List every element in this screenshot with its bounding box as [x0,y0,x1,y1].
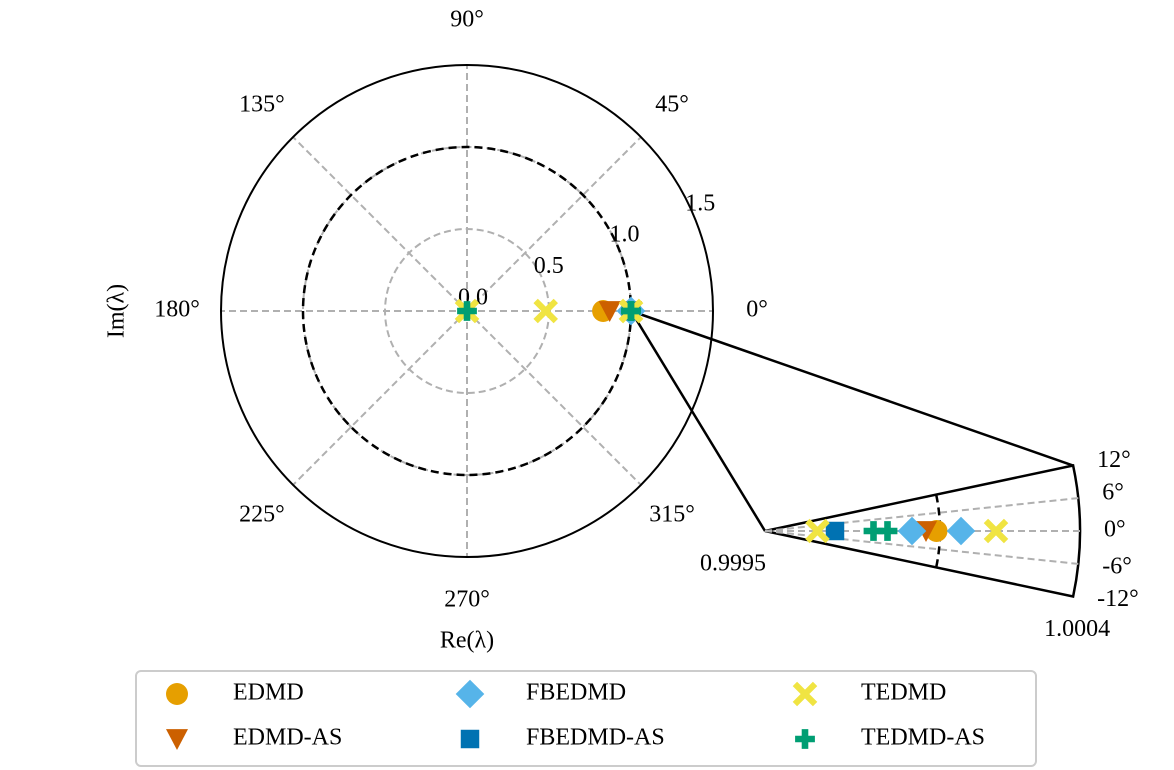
polar-frame [220,64,714,558]
inset-r-tick-label: 0.9995 [700,551,766,577]
inset-r-tick-label: 1.0004 [1044,616,1110,642]
theta-tick-label: 225° [239,502,285,528]
y-axis-label: Im(λ) [104,284,130,338]
marker [166,683,188,705]
marker [460,729,480,749]
legend-label: TEDMD-AS [861,725,985,751]
theta-tick-label: 180° [154,297,200,323]
legend-label: FBEDMD-AS [526,725,665,751]
grid-line [292,136,468,312]
marker [455,679,485,709]
inset-theta-tick-label: -6° [1102,553,1132,579]
legend-label: FBEDMD [526,680,626,706]
grid-line [466,136,642,312]
marker [795,729,815,749]
theta-tick-label: 0° [746,297,768,323]
theta-tick-label: 315° [649,502,695,528]
marker [946,516,976,546]
marker [598,301,621,322]
inset-theta-tick-label: 12° [1097,447,1131,473]
r-tick-label: 0.5 [534,253,564,279]
legend-label: TEDMD [861,680,946,706]
inset-theta-tick-label: -12° [1097,586,1139,612]
marker [792,681,818,707]
marker [897,516,927,546]
grid-line [764,530,1079,565]
theta-tick-label: 135° [239,91,285,117]
marker [825,521,845,541]
marker [621,301,641,321]
zoom-connector [629,310,767,532]
r-tick-label: 1.0 [610,222,640,248]
legend-label: EDMD [233,680,304,706]
x-axis-label: Re(λ) [440,628,494,654]
marker [983,518,1009,544]
theta-tick-label: 45° [655,91,689,117]
inset-theta-tick-label: 6° [1102,480,1124,506]
marker [805,518,830,544]
grid-line [764,497,1079,532]
theta-tick-label: 270° [444,587,490,613]
inset-theta-tick-label: 0° [1104,517,1126,543]
marker [877,521,898,541]
r-tick-label: 1.5 [685,190,715,216]
marker [166,729,188,750]
zoom-connector [630,309,1074,467]
grid-line [466,310,642,486]
grid-line [292,310,468,486]
theta-tick-label: 90° [450,7,484,33]
legend-label: EDMD-AS [233,725,342,751]
marker [533,298,558,324]
unit-circle [934,494,942,568]
marker [457,301,477,321]
